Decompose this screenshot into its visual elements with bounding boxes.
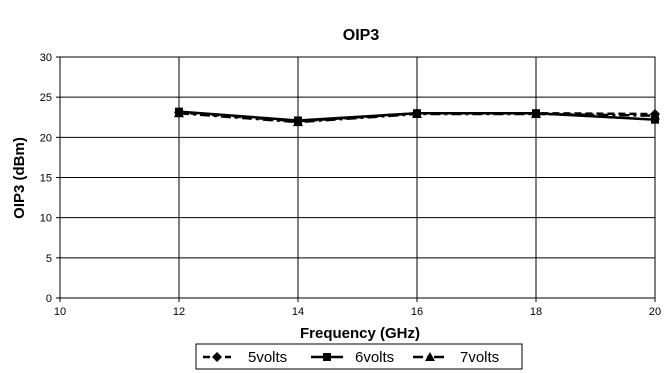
grid-lines	[60, 57, 655, 298]
legend-marker	[212, 352, 222, 362]
legend-item: 7volts	[413, 349, 499, 366]
x-axis-ticks: 10 12 14 16 18 20	[54, 298, 661, 318]
data-point	[531, 109, 541, 119]
x-axis-title: Frequency (GHz)	[300, 325, 420, 342]
legend-label: 7volts	[460, 349, 499, 366]
legend-marker	[425, 352, 435, 361]
legend-label: 6volts	[355, 349, 394, 366]
x-tick-label: 18	[530, 306, 542, 318]
chart-title: OIP3	[343, 27, 380, 44]
series-group	[174, 107, 660, 127]
data-point	[412, 109, 422, 119]
y-tick-label: 15	[40, 173, 52, 185]
data-point	[174, 108, 184, 118]
legend-marker	[323, 353, 331, 361]
legend: 5volts 6volts 7volts	[195, 343, 523, 370]
x-tick-label: 20	[649, 306, 661, 318]
legend-items: 5volts 6volts 7volts	[203, 349, 499, 366]
legend-box	[195, 343, 523, 370]
series-7volts	[174, 108, 660, 127]
x-tick-label: 14	[292, 306, 304, 318]
y-tick-label: 5	[46, 253, 52, 265]
legend-item: 6volts	[311, 349, 394, 366]
y-tick-label: 20	[40, 132, 52, 144]
y-axis-title: OIP3 (dBm)	[11, 137, 28, 219]
x-tick-label: 10	[54, 306, 66, 318]
legend-label: 5volts	[248, 349, 287, 366]
y-tick-label: 25	[40, 92, 52, 104]
y-tick-label: 30	[40, 52, 52, 64]
legend-item: 5volts	[203, 349, 287, 366]
y-axis-ticks: 0 5 10 15 20 25 30	[40, 52, 60, 305]
x-tick-label: 16	[411, 306, 423, 318]
data-point	[651, 115, 659, 124]
x-tick-label: 12	[173, 306, 185, 318]
y-tick-label: 0	[46, 293, 52, 305]
data-point	[650, 110, 660, 120]
data-point	[293, 117, 303, 127]
y-tick-label: 10	[40, 213, 52, 225]
